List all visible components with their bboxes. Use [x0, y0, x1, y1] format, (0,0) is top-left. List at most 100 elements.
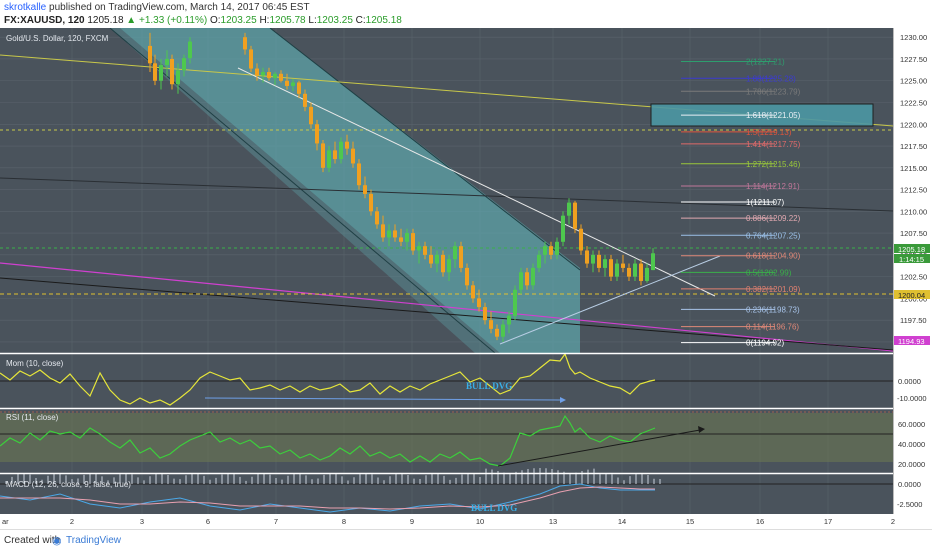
candle-body-50 — [495, 328, 499, 337]
symbol-label: FX:XAUUSD, 120 — [4, 15, 85, 26]
candle-body-57 — [537, 254, 541, 268]
footer-created-with: Created with — [4, 535, 61, 546]
mom-divergence-arrow — [204, 397, 561, 401]
candle-body-5 — [176, 70, 180, 85]
candle-body-23 — [333, 150, 337, 160]
candle-body-52 — [507, 315, 511, 325]
candle-body-13 — [273, 73, 277, 79]
fib-label-16: 0(1194.92) — [746, 339, 784, 348]
candle-body-19 — [309, 106, 313, 125]
price-tick-9: 1207.50 — [900, 229, 927, 238]
close-value: 1205.18 — [365, 15, 402, 26]
fib-label-2: 1.786(1223.79) — [746, 87, 801, 96]
candle-body-49 — [489, 320, 493, 329]
fib-label-4: 1.5(1219.13) — [746, 128, 792, 137]
price-change: ▲ +1.33 (+0.11%) — [126, 15, 208, 26]
fib-label-13: 0.382(1201.09) — [746, 285, 801, 294]
macd-axis-1: -2.5000 — [897, 500, 922, 509]
fib-label-15: 0.114(1196.76) — [746, 323, 799, 332]
candle-body-27 — [357, 163, 361, 186]
fib-label-12: 0.5(1202.99) — [746, 268, 792, 277]
time-tick-13: 2 — [891, 517, 895, 526]
time-tick-2: 3 — [140, 517, 144, 526]
candle-body-73 — [633, 263, 637, 277]
candle-body-54 — [519, 272, 523, 290]
tradingview-logo-icon: ◉ — [52, 535, 62, 547]
candle-body-20 — [315, 124, 319, 144]
candle-body-35 — [405, 233, 409, 242]
candle-body-25 — [345, 141, 349, 149]
candle-body-39 — [429, 254, 433, 264]
candle-body-32 — [387, 230, 391, 238]
price-tick-5: 1217.50 — [900, 142, 927, 151]
open-value: 1203.25 — [220, 15, 257, 26]
candle-body-15 — [285, 80, 289, 86]
mom-pane-title: Mom (10, close) — [6, 359, 64, 368]
fib-label-10: 0.764(1207.25) — [746, 231, 801, 240]
candle-body-53 — [513, 289, 517, 316]
fib-label-7: 1.114(1212.91) — [746, 182, 800, 191]
candle-body-76 — [651, 253, 655, 271]
chart-area[interactable]: 2(1227.21) 1.88(1225.28) 1.786(1223.79) 1.6… — [0, 28, 932, 528]
last-price: 1205.18 — [87, 15, 124, 26]
time-tick-10: 15 — [686, 517, 694, 526]
candle-body-31 — [381, 224, 385, 238]
candle-body-24 — [339, 141, 343, 160]
price-axis-bg — [893, 28, 932, 514]
candle-body-45 — [465, 267, 469, 286]
candle-body-55 — [525, 272, 529, 286]
time-tick-8: 13 — [549, 517, 557, 526]
price-tick-3: 1222.50 — [900, 99, 927, 108]
dark-trendline — [0, 177, 894, 212]
candle-body-69 — [609, 259, 613, 277]
candle-body-63 — [573, 202, 577, 229]
macd-pane-title: MACD (12, 26, close, 9, false, true) — [6, 480, 131, 489]
candle-body-34 — [399, 237, 403, 242]
fib-label-5: 1.414(1217.75) — [746, 140, 801, 149]
candle-body-21 — [321, 143, 325, 168]
rsi-band — [0, 413, 893, 462]
countdown-badge — [894, 254, 930, 263]
rsi-divergence-arrow — [497, 429, 701, 467]
high-value: 1205.78 — [269, 15, 306, 26]
candle-body-41 — [441, 254, 445, 273]
mom-arrow-head — [560, 397, 566, 403]
price-tick-6: 1215.00 — [900, 164, 927, 173]
close-label: C: — [355, 15, 366, 26]
chart-canvas[interactable]: 2(1227.21) 1.88(1225.28) 1.786(1223.79) 1.6… — [0, 28, 932, 528]
username-link[interactable]: skrotkalle — [4, 2, 47, 13]
candle-body-17 — [297, 82, 301, 94]
footer-tradingview[interactable]: TradingView — [66, 535, 122, 546]
black-trendline — [0, 277, 894, 351]
fib-label-3: 1.618(1221.05) — [746, 111, 801, 120]
mom-line — [0, 352, 656, 406]
fib-levels: 2(1227.21) 1.88(1225.28) 1.786(1223.79) 1.6… — [681, 58, 801, 348]
channel-upper-line — [269, 28, 581, 271]
channel-lower-line — [109, 28, 496, 354]
candle-body-61 — [561, 215, 565, 242]
symbol-ohlc: FX:XAUUSD, 120 1205.18 ▲ +1.33 (+0.11%) … — [4, 15, 402, 26]
level-1194-badge-text: 1194.93 — [898, 337, 925, 346]
candle-body-75 — [645, 267, 649, 281]
time-tick-0: ar — [2, 517, 9, 526]
candle-body-26 — [351, 148, 355, 164]
candle-body-6 — [182, 58, 186, 71]
publish-info: skrotkalle published on TradingView.com,… — [4, 2, 310, 13]
candle-body-42 — [447, 259, 451, 273]
fib-label-1: 1.88(1225.28) — [746, 74, 796, 83]
level-1194-badge — [894, 336, 930, 345]
time-tick-11: 16 — [756, 517, 764, 526]
candle-body-22 — [327, 150, 331, 168]
time-tick-7: 10 — [476, 517, 484, 526]
candle-body-33 — [393, 230, 397, 238]
fib-label-8: 1(1211.07) — [746, 198, 784, 207]
candle-body-64 — [579, 228, 583, 251]
candle-body-47 — [477, 298, 481, 308]
candle-body-44 — [459, 246, 463, 268]
countdown-badge-text: 1:14:15 — [899, 255, 924, 264]
bull-dvg-label-mom: BULL DVG — [466, 381, 512, 391]
candle-body-3 — [165, 58, 169, 66]
time-axis[interactable]: ar 2 3 6 7 8 9 10 13 14 15 16 17 2 — [2, 517, 895, 526]
published-text: published on TradingView.com, March 14, … — [49, 2, 310, 13]
candle-body-7 — [188, 41, 192, 59]
